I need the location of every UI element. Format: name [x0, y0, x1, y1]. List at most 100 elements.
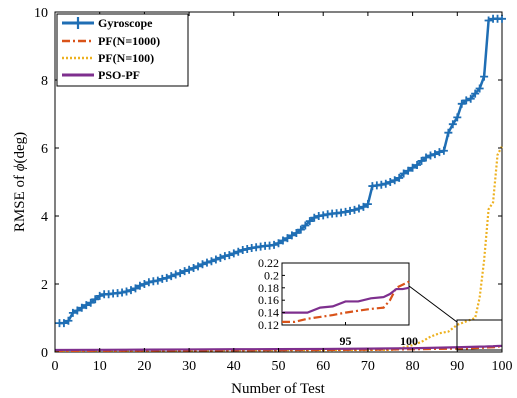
series-point-gyroscope — [448, 120, 457, 129]
series-point-gyroscope — [453, 113, 462, 122]
x-tick-label: 100 — [492, 359, 513, 374]
y-tick-label: 2 — [41, 278, 48, 293]
zoom-connector-line — [408, 285, 458, 323]
series-point-gyroscope — [305, 217, 314, 226]
series-point-gyroscope — [462, 96, 471, 105]
series-point-gyroscope — [341, 207, 350, 216]
x-tick-label: 50 — [272, 359, 286, 374]
series-point-gyroscope — [144, 278, 153, 287]
series-point-gyroscope — [176, 269, 185, 278]
legend-entry-pf100: PF(N=100) — [62, 51, 154, 65]
series-point-gyroscope — [390, 176, 399, 185]
y-tick-label: 8 — [41, 74, 48, 89]
series-point-gyroscope — [466, 94, 475, 103]
series-point-gyroscope — [82, 301, 91, 310]
series-point-gyroscope — [122, 287, 131, 296]
legend-label-pf100: PF(N=100) — [98, 51, 154, 65]
y-axis-label: RMSE of ϕ(deg) — [12, 132, 28, 232]
series-point-gyroscope — [64, 316, 73, 325]
zoom-region-box — [456, 319, 503, 351]
series-point-gyroscope — [216, 253, 225, 262]
series-point-gyroscope — [162, 273, 171, 282]
inset-marks — [282, 280, 410, 323]
inset-series-line-pso-pf — [282, 286, 410, 314]
series-point-gyroscope — [350, 205, 359, 214]
series-point-gyroscope — [386, 178, 395, 186]
inset-x-tick-label: 95 — [340, 334, 352, 348]
series-point-gyroscope — [417, 156, 426, 165]
series-point-gyroscope — [346, 206, 355, 215]
series-point-gyroscope — [319, 211, 328, 220]
series-point-gyroscope — [292, 229, 301, 237]
series-point-gyroscope — [126, 286, 135, 295]
plot-marks — [54, 14, 506, 353]
series-point-gyroscope — [59, 319, 68, 328]
series-point-gyroscope — [287, 231, 296, 240]
series-point-gyroscope — [435, 148, 444, 157]
inset-y-tick-label: 0.12 — [258, 318, 279, 332]
series-point-gyroscope — [171, 270, 180, 279]
legend-entry-gyroscope: Gyroscope — [62, 16, 153, 30]
x-tick-label: 10 — [93, 359, 107, 374]
series-point-gyroscope — [296, 225, 305, 234]
y-axis-label-prefix: RMSE of — [12, 171, 28, 232]
series-point-gyroscope — [480, 72, 489, 81]
x-tick-label: 90 — [450, 359, 464, 374]
series-point-gyroscope — [220, 252, 229, 261]
series-point-gyroscope — [68, 308, 77, 317]
series-point-gyroscope — [189, 264, 198, 273]
inset-y-tick-label: 0.22 — [258, 256, 279, 270]
series-point-gyroscope — [475, 84, 484, 93]
series-point-gyroscope — [363, 200, 372, 209]
series-line-pf-n-100 — [54, 145, 503, 352]
series-point-gyroscope — [180, 267, 189, 276]
x-tick-label: 0 — [52, 359, 59, 374]
series-point-gyroscope — [439, 146, 448, 155]
series-point-gyroscope — [211, 255, 220, 264]
series-point-gyroscope — [413, 161, 422, 169]
series-point-gyroscope — [207, 257, 216, 266]
inset-x-tick-label: 100 — [400, 334, 418, 348]
series-point-gyroscope — [484, 16, 493, 25]
inset-ticks: 0.120.140.160.180.20.22 95 100 — [258, 256, 418, 348]
series-point-gyroscope — [359, 202, 368, 211]
series-point-gyroscope — [86, 298, 95, 307]
y-axis-label-suffix: (deg) — [12, 132, 28, 164]
series-point-gyroscope — [198, 260, 207, 269]
series-point-gyroscope — [140, 280, 149, 288]
series-point-gyroscope — [395, 173, 404, 182]
series-point-gyroscope — [430, 150, 439, 159]
series-point-gyroscope — [399, 169, 408, 178]
legend: Gyroscope PF(N=1000) PF(N=100) PSO-PF — [56, 13, 189, 87]
series-point-gyroscope — [131, 284, 140, 293]
series-point-gyroscope — [404, 166, 413, 175]
legend-entry-psopf: PSO-PF — [62, 68, 140, 82]
series-point-gyroscope — [153, 276, 162, 285]
series-point-gyroscope — [73, 306, 82, 315]
series-point-gyroscope — [243, 244, 252, 253]
series-point-gyroscope — [194, 262, 203, 271]
x-tick-label: 20 — [137, 359, 151, 374]
series-point-gyroscope — [498, 14, 506, 23]
series-point-gyroscope — [471, 89, 480, 98]
series-point-gyroscope — [408, 163, 417, 172]
y-axis-label-symbol: ϕ — [12, 163, 28, 171]
y-tick-label: 0 — [41, 346, 48, 361]
legend-label-psopf: PSO-PF — [98, 68, 140, 82]
legend-marker-plus-icon — [72, 17, 84, 29]
y-tick-label: 6 — [41, 142, 48, 157]
series-point-gyroscope — [274, 239, 283, 248]
series-point-gyroscope — [202, 258, 211, 267]
axis-ticks: 0 10 20 30 40 50 60 70 80 90 100 0 2 4 6 8 10 — [34, 6, 513, 374]
series-point-gyroscope — [135, 281, 144, 290]
series-point-gyroscope — [278, 236, 287, 245]
series-point-gyroscope — [426, 151, 435, 160]
legend-label-gyroscope: Gyroscope — [98, 16, 153, 30]
series-point-gyroscope — [229, 249, 238, 258]
series-point-gyroscope — [381, 179, 390, 188]
series-point-gyroscope — [283, 234, 292, 243]
series-point-gyroscope — [167, 272, 176, 281]
series-point-gyroscope — [457, 99, 466, 108]
series-point-gyroscope — [95, 291, 104, 300]
